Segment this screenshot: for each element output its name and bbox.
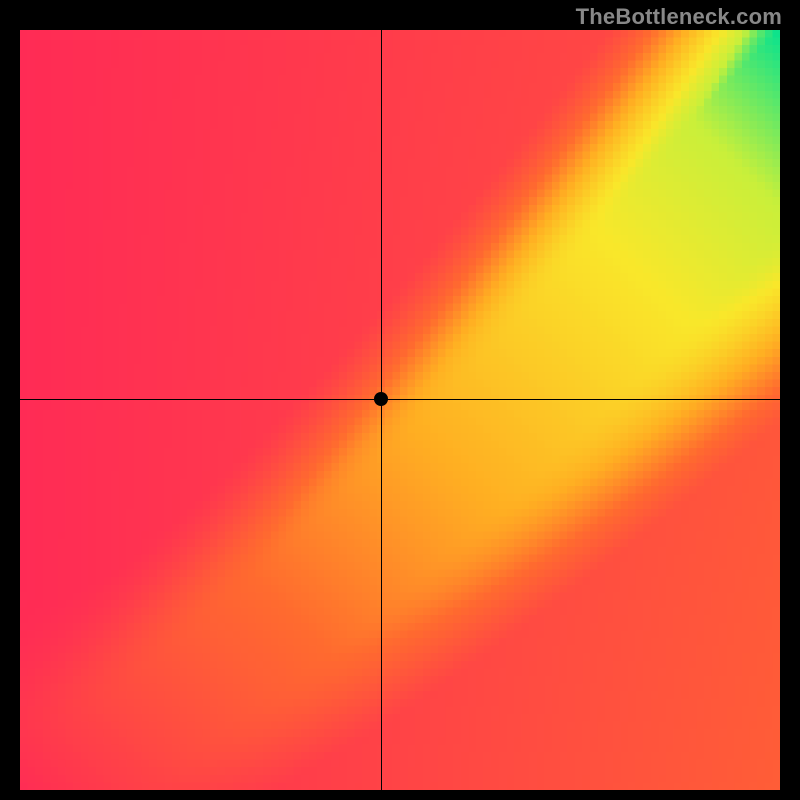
- watermark-text: TheBottleneck.com: [576, 4, 782, 30]
- chart-frame: TheBottleneck.com: [0, 0, 800, 800]
- crosshair-vertical: [381, 30, 382, 790]
- plot-area: [20, 30, 780, 790]
- crosshair-marker: [374, 392, 388, 406]
- heatmap-canvas: [20, 30, 780, 790]
- crosshair-horizontal: [20, 399, 780, 400]
